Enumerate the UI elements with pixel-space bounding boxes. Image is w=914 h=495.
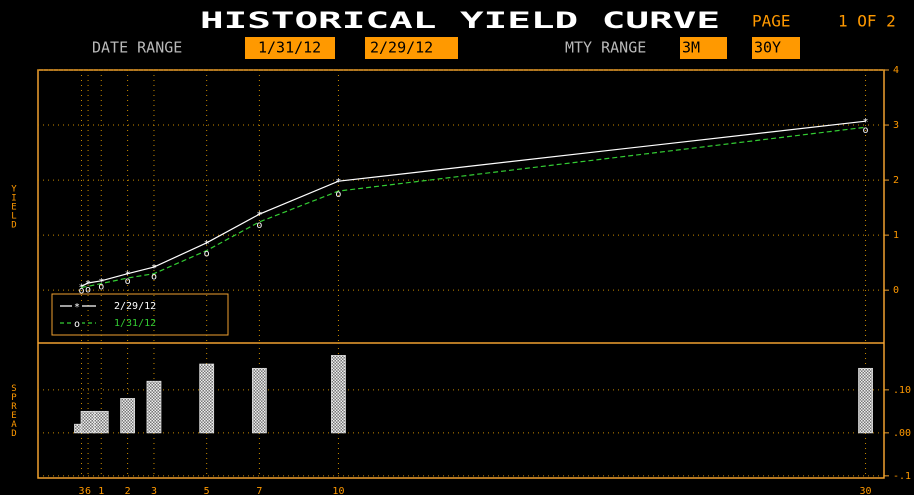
x-tick-label: 30 bbox=[860, 486, 872, 495]
y-tick-label: .10 bbox=[893, 385, 911, 396]
series-marker: * bbox=[98, 277, 104, 288]
spread-bar bbox=[146, 380, 162, 434]
y-tick-label: .00 bbox=[893, 428, 911, 439]
mty-from: 3M bbox=[682, 39, 700, 57]
series-marker: o bbox=[125, 276, 131, 287]
series-marker: * bbox=[125, 270, 131, 281]
date-from-field[interactable] bbox=[245, 37, 335, 59]
series-marker: o bbox=[863, 125, 869, 136]
legend-marker-bg bbox=[72, 301, 82, 311]
date-to-field[interactable] bbox=[365, 37, 458, 59]
x-tick-label: 3 bbox=[151, 486, 157, 495]
y-axis-label-letter: S bbox=[11, 384, 16, 394]
x-tick-label: 1 bbox=[98, 486, 104, 495]
title: HISTORICAL YIELD CURVE bbox=[200, 9, 720, 34]
legend-marker: * bbox=[74, 302, 80, 313]
legend-label: 2/29/12 bbox=[114, 301, 156, 312]
date-from: 1/31/12 bbox=[258, 39, 321, 57]
y-tick-label: 3 bbox=[893, 120, 899, 131]
x-tick-label: 3 bbox=[78, 486, 84, 495]
series-marker: * bbox=[151, 263, 157, 274]
series-marker: o bbox=[335, 189, 341, 200]
page-number: 1 OF 2 bbox=[838, 12, 896, 31]
y-axis-label-letter: E bbox=[11, 411, 16, 421]
y-axis-label-letter: A bbox=[11, 420, 17, 430]
mty-from-field[interactable] bbox=[680, 37, 727, 59]
spread-bar bbox=[120, 398, 136, 434]
y-axis-label-letter: I bbox=[11, 193, 16, 203]
y-tick-label: 0 bbox=[893, 285, 899, 296]
mty-range-label: MTY RANGE bbox=[565, 39, 646, 57]
series-marker: * bbox=[204, 239, 210, 250]
series-marker: o bbox=[98, 282, 104, 293]
x-tick-label: 2 bbox=[125, 486, 131, 495]
chart-frame bbox=[37, 69, 885, 479]
y-axis-label-letter: D bbox=[11, 429, 16, 439]
y-tick-label: 4 bbox=[893, 65, 899, 76]
series-line bbox=[81, 126, 866, 289]
spread-bar bbox=[331, 355, 346, 434]
legend-marker: o bbox=[74, 319, 80, 330]
y-axis-label-letter: E bbox=[11, 202, 16, 212]
y-tick-label: -.1 bbox=[893, 471, 911, 482]
y-tick-label: 1 bbox=[893, 230, 899, 241]
series-marker: o bbox=[256, 220, 262, 231]
spread-bar bbox=[199, 363, 215, 434]
series-marker: * bbox=[256, 210, 262, 221]
series-marker: * bbox=[863, 117, 869, 128]
series-marker: * bbox=[85, 279, 91, 290]
page-label: PAGE bbox=[752, 12, 791, 31]
y-tick-label: 2 bbox=[893, 175, 899, 186]
series-line bbox=[81, 120, 866, 287]
series-marker: o bbox=[78, 285, 84, 296]
x-tick-label: 6 bbox=[85, 486, 91, 495]
legend-marker-bg bbox=[72, 318, 82, 328]
mty-to-field[interactable] bbox=[752, 37, 800, 59]
y-axis-label-letter: P bbox=[11, 393, 17, 403]
y-axis-label-letter: L bbox=[11, 211, 16, 221]
series-marker: o bbox=[151, 272, 157, 283]
series-marker: * bbox=[78, 282, 84, 293]
series-marker: * bbox=[335, 177, 341, 188]
legend-label: 1/31/12 bbox=[114, 318, 156, 329]
series-marker: o bbox=[85, 284, 91, 295]
spread-bar bbox=[93, 410, 109, 434]
mty-to: 30Y bbox=[754, 39, 781, 57]
spread-bar bbox=[80, 410, 96, 434]
spread-bar bbox=[251, 367, 267, 434]
x-tick-label: 10 bbox=[332, 486, 344, 495]
y-axis-label-letter: Y bbox=[11, 184, 17, 194]
y-axis-label-letter: D bbox=[11, 220, 16, 230]
x-tick-label: 7 bbox=[256, 486, 262, 495]
y-axis-label-letter: R bbox=[11, 402, 17, 412]
x-tick-label: 5 bbox=[204, 486, 210, 495]
date-to: 2/29/12 bbox=[370, 39, 433, 57]
spread-bar bbox=[858, 367, 873, 434]
series-marker: o bbox=[204, 249, 210, 260]
date-range-label: DATE RANGE bbox=[92, 39, 182, 57]
